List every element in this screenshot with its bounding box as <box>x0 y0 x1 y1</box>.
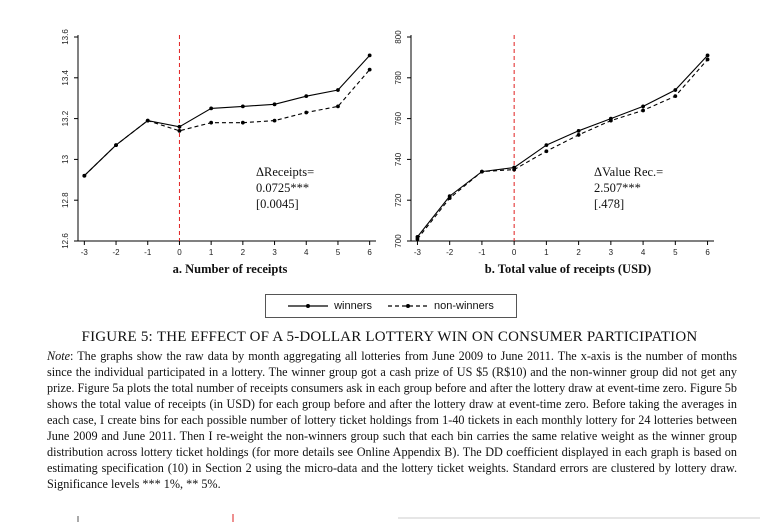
panel-title: b. Total value of receipts (USD) <box>485 262 651 276</box>
legend-item-non-winners: non-winners <box>387 300 494 312</box>
y-tick-label: 760 <box>394 111 403 125</box>
legend-dashed-line-icon <box>387 304 428 308</box>
dd-coefficient-annotation: [0.0045] <box>256 197 299 211</box>
series-line-non-winners <box>83 69 371 177</box>
data-point-non-winners <box>209 120 214 125</box>
data-point-winners <box>272 102 277 107</box>
y-tick-label: 780 <box>394 71 403 85</box>
y-tick-label: 12.8 <box>61 192 70 208</box>
data-point-non-winners <box>114 143 118 148</box>
data-point-winners <box>544 143 549 148</box>
series-line-winners <box>83 55 371 177</box>
x-tick-label: 0 <box>512 248 517 257</box>
data-point-non-winners <box>82 173 87 178</box>
x-tick-label: 2 <box>576 248 581 257</box>
dd-coefficient-annotation: 0.0725*** <box>256 181 309 195</box>
x-tick-label: 1 <box>544 248 549 257</box>
data-point-winners <box>177 124 182 129</box>
data-point-winners <box>673 88 678 92</box>
data-point-non-winners <box>544 149 549 154</box>
data-point-non-winners <box>336 104 340 109</box>
dd-coefficient-annotation: [.478] <box>594 197 624 211</box>
x-tick-label: 4 <box>304 248 309 257</box>
legend-label-winners: winners <box>334 300 372 312</box>
data-point-non-winners <box>447 196 452 201</box>
panel-letter: a. <box>173 262 186 276</box>
figure-note: Note: The graphs show the raw data by mo… <box>47 348 737 492</box>
y-tick-label: 740 <box>394 152 403 166</box>
series-line-winners <box>416 55 709 238</box>
data-point-winners <box>209 106 214 111</box>
y-tick-label: 13.6 <box>61 29 70 45</box>
caption-number: FIGURE 5: <box>81 329 153 345</box>
data-point-non-winners <box>304 110 309 115</box>
data-point-non-winners <box>576 133 581 137</box>
x-tick-label: 4 <box>641 248 646 257</box>
dd-coefficient-annotation: 2.507*** <box>594 181 641 195</box>
data-point-non-winners <box>608 118 613 123</box>
data-point-non-winners <box>145 118 150 123</box>
x-tick-label: -1 <box>144 248 152 257</box>
x-tick-label: -3 <box>414 248 422 257</box>
data-point-winners <box>576 128 581 133</box>
panel-b-total-value-of-receipts: 700 720 740 760 780 800 -3 -2 -1 0 1 2 3 4 5 6 ΔValue Re… <box>394 30 714 276</box>
x-tick-label: -2 <box>446 248 454 257</box>
figure-caption: FIGURE 5: THE EFFECT OF A 5-DOLLAR LOTTE… <box>0 329 779 346</box>
caption-title: THE EFFECT OF A 5-DOLLAR LOTTERY WIN ON … <box>156 329 698 345</box>
data-point-non-winners <box>177 128 182 133</box>
panel-title-text: Total value of receipts (USD) <box>498 262 651 276</box>
x-tick-label: 2 <box>241 248 246 257</box>
page-bottom-marks <box>77 514 760 522</box>
data-point-non-winners <box>673 94 678 99</box>
data-point-winners <box>367 53 372 58</box>
data-point-non-winners <box>415 237 420 241</box>
dd-coefficient-annotation: ΔReceipts= <box>256 165 314 179</box>
x-tick-label: 1 <box>209 248 214 257</box>
data-point-non-winners <box>240 120 245 125</box>
data-point-winners <box>336 88 340 92</box>
y-tick-label: 13.4 <box>61 69 70 85</box>
x-tick-label: 3 <box>272 248 277 257</box>
x-tick-label: 0 <box>177 248 182 257</box>
y-tick-label: 700 <box>394 234 403 248</box>
x-tick-label: 5 <box>673 248 678 257</box>
y-tick-label: 720 <box>394 193 403 207</box>
y-tick-label: 800 <box>394 30 403 44</box>
panel-title: a. Number of receipts <box>173 262 288 276</box>
x-tick-label: 5 <box>336 248 341 257</box>
data-point-non-winners <box>480 169 484 174</box>
data-point-non-winners <box>512 167 517 172</box>
series-line-non-winners <box>416 59 709 240</box>
x-tick-label: 3 <box>609 248 614 257</box>
dd-coefficient-annotation: ΔValue Rec.= <box>594 165 663 179</box>
data-point-non-winners <box>641 108 645 113</box>
x-tick-label: -2 <box>112 248 120 257</box>
note-text: : The graphs show the raw data by month … <box>47 349 737 491</box>
y-tick-label: 13.2 <box>61 110 70 126</box>
x-tick-label: -3 <box>81 248 89 257</box>
data-point-non-winners <box>367 67 372 72</box>
legend-solid-line-icon <box>288 304 329 308</box>
panel-letter: b. <box>485 262 498 276</box>
x-tick-label: -1 <box>478 248 486 257</box>
x-tick-label: 6 <box>367 248 372 257</box>
note-label: Note <box>47 349 71 363</box>
data-point-non-winners <box>272 118 277 123</box>
y-tick-label: 12.6 <box>61 233 70 249</box>
data-point-winners <box>240 104 245 109</box>
data-point-winners <box>705 53 710 58</box>
legend-item-winners: winners <box>288 300 372 312</box>
panel-title-text: Number of receipts <box>185 262 287 276</box>
data-point-winners <box>304 94 309 99</box>
y-tick-label: 13 <box>61 154 70 163</box>
legend-label-non-winners: non-winners <box>433 300 494 312</box>
chart-legend: winners non-winners <box>265 294 517 318</box>
x-tick-label: 6 <box>705 248 710 257</box>
data-point-winners <box>641 104 645 109</box>
panel-a-number-of-receipts: 12.6 12.8 13 13.2 13.4 13.6 -3 -2 -1 0 1 2 3 4 5 6 ΔRece… <box>61 29 376 276</box>
data-point-non-winners <box>705 57 710 62</box>
